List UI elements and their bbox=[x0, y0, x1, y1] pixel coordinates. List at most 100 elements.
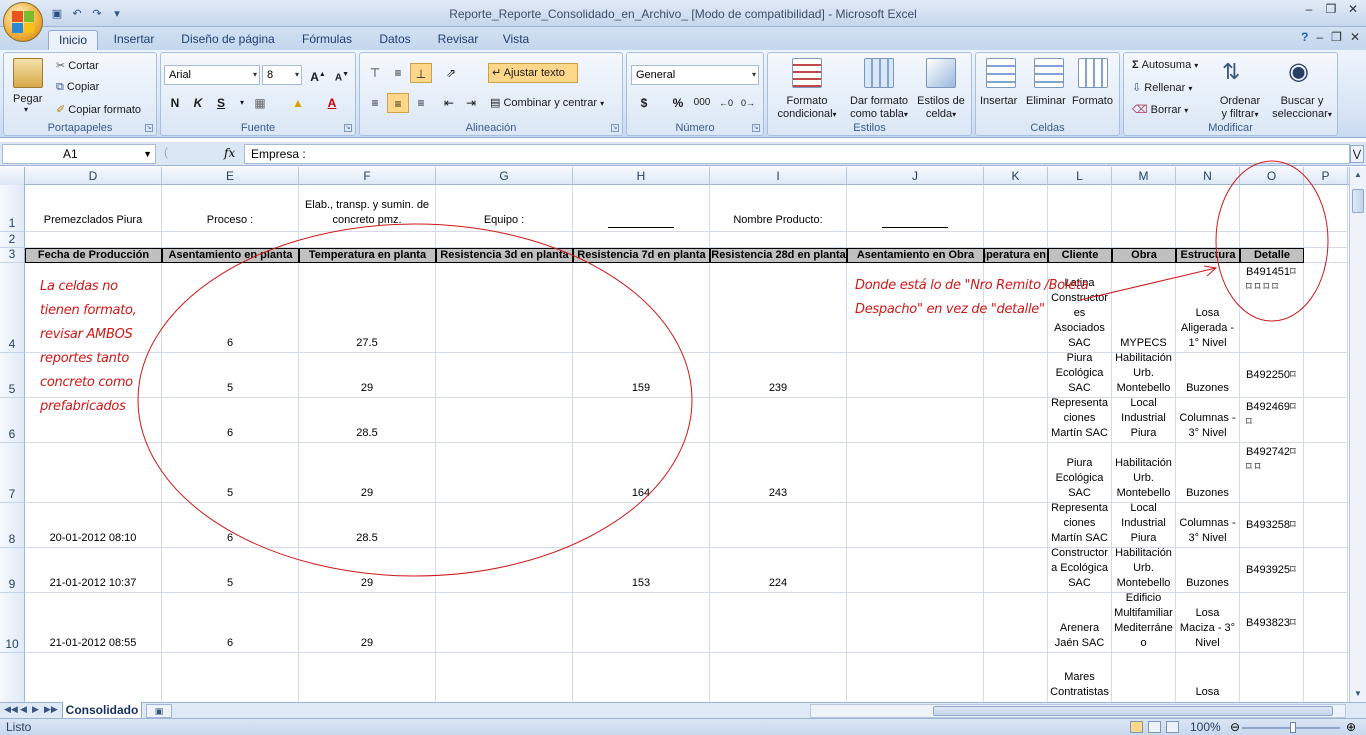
cell-j4[interactable] bbox=[847, 263, 984, 353]
column-header-d[interactable]: D bbox=[25, 167, 162, 185]
cell-d1[interactable]: Premezclados Piura bbox=[25, 185, 162, 232]
cell-empty[interactable] bbox=[984, 232, 1048, 248]
wb-close-icon[interactable]: ✕ bbox=[1349, 30, 1360, 44]
cell-k9[interactable] bbox=[984, 548, 1048, 593]
vertical-scroll-thumb[interactable] bbox=[1352, 189, 1364, 213]
cell-i6[interactable] bbox=[710, 398, 847, 443]
undo-icon[interactable]: ↶ bbox=[72, 7, 82, 20]
cell-fx[interactable] bbox=[299, 653, 436, 702]
cell-d10[interactable]: 21-01-2012 08:55 bbox=[25, 593, 162, 653]
cell-m6[interactable]: Local Industrial Piura bbox=[1112, 398, 1176, 443]
increase-decimal-icon[interactable]: ←0 bbox=[718, 98, 733, 108]
cell-o9[interactable]: B493925⌑ bbox=[1240, 548, 1304, 593]
decrease-decimal-icon[interactable]: 0→ bbox=[740, 98, 755, 108]
percent-button[interactable]: % bbox=[672, 96, 684, 110]
cell-e4[interactable]: 6 bbox=[162, 263, 299, 353]
find-select-button[interactable]: Buscar y seleccionar▾ bbox=[1268, 95, 1336, 121]
format-cells-icon[interactable] bbox=[1078, 58, 1108, 88]
cell-h6[interactable] bbox=[573, 398, 710, 443]
cell-kx[interactable] bbox=[984, 653, 1048, 702]
tab-diseno-pagina[interactable]: Diseño de página bbox=[181, 32, 275, 46]
table-header-cell[interactable]: Resistencia 7d en planta bbox=[573, 248, 710, 263]
cell-f7[interactable]: 29 bbox=[299, 443, 436, 503]
format-as-table-button[interactable]: Dar formato como tabla▾ bbox=[846, 95, 912, 121]
scroll-down-icon[interactable]: ▼ bbox=[1354, 689, 1362, 698]
cell-g9[interactable] bbox=[436, 548, 573, 593]
insert-cells-button[interactable]: Insertar bbox=[980, 95, 1018, 107]
cell-f1[interactable]: Elab., transp. y sumin. de concreto pmz. bbox=[299, 185, 436, 232]
cell-f6[interactable]: 28.5 bbox=[299, 398, 436, 443]
cell-n7[interactable]: Buzones bbox=[1176, 443, 1240, 503]
sort-filter-button[interactable]: Ordenar y filtrar▾ bbox=[1214, 95, 1266, 121]
column-header-k[interactable]: K bbox=[984, 167, 1048, 185]
table-header-cell[interactable]: Asentamiento en planta bbox=[162, 248, 299, 263]
cell-n6[interactable]: Columnas - 3° Nivel bbox=[1176, 398, 1240, 443]
cell-dx[interactable] bbox=[25, 653, 162, 702]
row-header[interactable]: 5 bbox=[0, 353, 25, 398]
cell-f5[interactable]: 29 bbox=[299, 353, 436, 398]
cell-mx[interactable] bbox=[1112, 653, 1176, 702]
cell-e9[interactable]: 5 bbox=[162, 548, 299, 593]
column-header-h[interactable]: H bbox=[573, 167, 710, 185]
cell-lx[interactable]: Mares Contratistas Generales bbox=[1048, 653, 1112, 702]
conditional-format-button[interactable]: Formato condicional▾ bbox=[774, 95, 840, 121]
row-header[interactable]: 1 bbox=[0, 185, 25, 232]
cell-g4[interactable] bbox=[436, 263, 573, 353]
name-box[interactable]: A1 ▼ bbox=[2, 144, 156, 164]
column-header-p[interactable]: P bbox=[1304, 167, 1348, 185]
cell-p4[interactable] bbox=[1304, 263, 1348, 353]
table-header-cell[interactable]: Detalle bbox=[1240, 248, 1304, 263]
grow-font-button[interactable]: A▲ bbox=[310, 70, 326, 84]
tab-formulas[interactable]: Fórmulas bbox=[301, 32, 352, 46]
cell-empty[interactable] bbox=[436, 232, 573, 248]
cell-h8[interactable] bbox=[573, 503, 710, 548]
scroll-up-icon[interactable]: ▲ bbox=[1354, 170, 1362, 179]
tab-inicio[interactable]: Inicio bbox=[48, 30, 98, 50]
cell-k8[interactable] bbox=[984, 503, 1048, 548]
expand-formula-bar-icon[interactable]: ⋁ bbox=[1350, 145, 1364, 163]
cell-g8[interactable] bbox=[436, 503, 573, 548]
decrease-indent-icon[interactable]: ⇤ bbox=[443, 96, 455, 110]
cell-j5[interactable] bbox=[847, 353, 984, 398]
tab-datos[interactable]: Datos bbox=[379, 32, 411, 46]
cell-f10[interactable]: 29 bbox=[299, 593, 436, 653]
cell-empty[interactable] bbox=[25, 232, 162, 248]
row-header[interactable]: 8 bbox=[0, 503, 25, 548]
cell-empty[interactable] bbox=[299, 232, 436, 248]
sort-filter-icon[interactable]: ⇅ bbox=[1222, 59, 1241, 84]
cell-empty[interactable] bbox=[162, 232, 299, 248]
align-middle-icon[interactable]: ≡ bbox=[394, 66, 402, 80]
cell-m4[interactable]: MYPECS bbox=[1112, 263, 1176, 353]
cell-e7[interactable]: 5 bbox=[162, 443, 299, 503]
font-name-combo[interactable]: Arial ▾ bbox=[164, 65, 260, 85]
cell-empty[interactable] bbox=[1240, 232, 1304, 248]
cell-empty[interactable] bbox=[847, 232, 984, 248]
cell-gx[interactable] bbox=[436, 653, 573, 702]
font-launcher-icon[interactable]: ↘ bbox=[344, 124, 352, 132]
row-header[interactable]: 6 bbox=[0, 398, 25, 443]
shrink-font-button[interactable]: A▼ bbox=[334, 71, 350, 84]
help-icon[interactable]: ? bbox=[1301, 30, 1309, 44]
cell-hx[interactable] bbox=[573, 653, 710, 702]
cell-i9[interactable]: 224 bbox=[710, 548, 847, 593]
page-layout-view-icon[interactable] bbox=[1148, 721, 1161, 733]
normal-view-icon[interactable] bbox=[1130, 721, 1143, 733]
insert-cells-icon[interactable] bbox=[986, 58, 1016, 88]
cell-d9[interactable]: 21-01-2012 10:37 bbox=[25, 548, 162, 593]
cell-i1[interactable]: Nombre Producto: bbox=[710, 185, 847, 232]
cell-h1[interactable] bbox=[573, 185, 710, 232]
cell-empty[interactable] bbox=[1304, 232, 1348, 248]
cell-p7[interactable] bbox=[1304, 443, 1348, 503]
select-all-corner[interactable] bbox=[0, 167, 25, 185]
cell-o6[interactable]: B492469⌑ ⌑ bbox=[1240, 398, 1304, 443]
table-header-cell[interactable]: Temperatura en bbox=[984, 248, 1048, 263]
cell-empty[interactable] bbox=[1304, 185, 1348, 232]
cell-i10[interactable] bbox=[710, 593, 847, 653]
cell-i5[interactable]: 239 bbox=[710, 353, 847, 398]
cell-g5[interactable] bbox=[436, 353, 573, 398]
merge-center-button[interactable]: ▤ Combinar y centrar ▾ bbox=[490, 96, 604, 109]
borders-icon[interactable]: ▦ bbox=[254, 96, 266, 110]
cell-n5[interactable]: Buzones bbox=[1176, 353, 1240, 398]
number-launcher-icon[interactable]: ↘ bbox=[752, 124, 760, 132]
row-header[interactable]: 2 bbox=[0, 232, 25, 248]
